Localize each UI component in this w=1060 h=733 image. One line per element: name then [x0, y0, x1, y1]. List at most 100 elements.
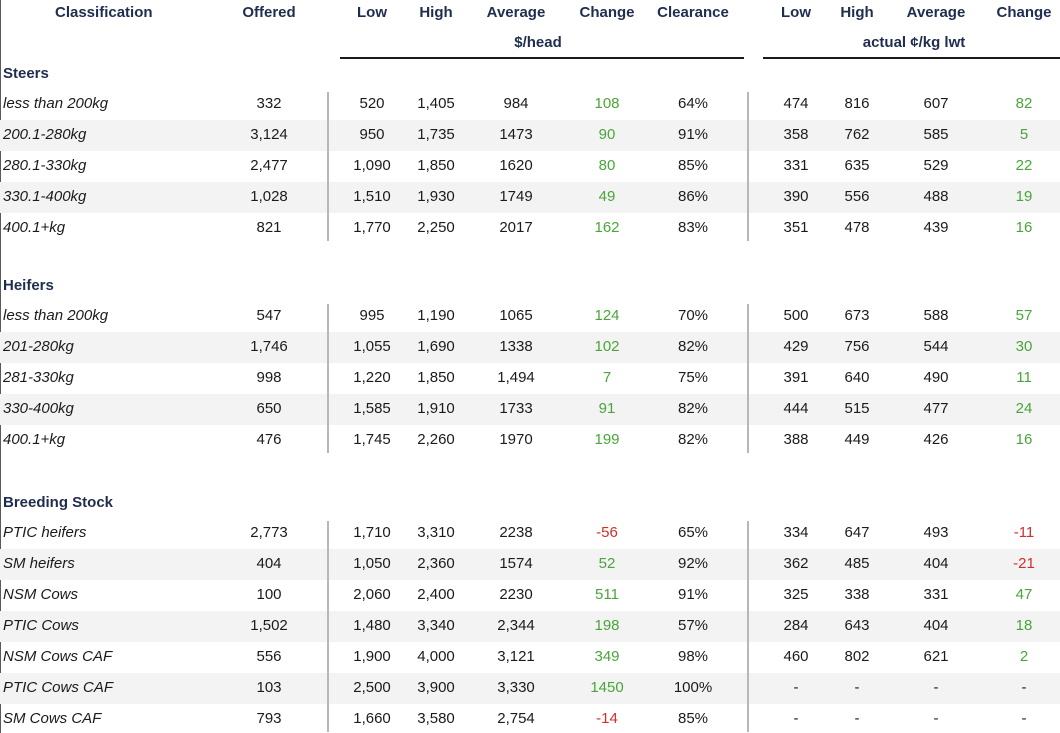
- cell-low-kg: 500: [783, 307, 809, 324]
- cell-average-kg: 493: [923, 524, 949, 541]
- cell-high: 1,910: [417, 400, 455, 417]
- cell-low: 950: [359, 126, 385, 143]
- cell-average: 2230: [499, 586, 533, 603]
- cell-offered: 547: [256, 307, 282, 324]
- cell-change-kg: 57: [1015, 307, 1033, 324]
- cell-high: 1,850: [417, 369, 455, 386]
- row-band: [0, 332, 1060, 363]
- cell-clearance: 92%: [677, 555, 709, 572]
- cell-average-kg: 404: [923, 617, 949, 634]
- cell-clearance: 82%: [677, 431, 709, 448]
- cell-change: 198: [594, 617, 620, 634]
- row-label: 281-330kg: [3, 369, 74, 386]
- cell-high-kg: 640: [844, 369, 870, 386]
- cell-change-kg: 82: [1015, 95, 1033, 112]
- cell-offered: 793: [256, 710, 282, 727]
- cell-clearance: 91%: [677, 126, 709, 143]
- cell-low: 1,510: [353, 188, 391, 205]
- cell-change-kg: -21: [1013, 555, 1035, 572]
- cell-average: 2017: [499, 219, 533, 236]
- cell-high-kg: -: [854, 679, 860, 696]
- row-label: NSM Cows: [3, 586, 79, 603]
- cell-offered: 1,028: [250, 188, 288, 205]
- cell-clearance: 64%: [677, 95, 709, 112]
- cell-change-kg: -11: [1013, 524, 1035, 541]
- cell-high-kg: 802: [844, 648, 870, 665]
- cell-low: 2,060: [353, 586, 391, 603]
- cell-average-kg: 529: [923, 157, 949, 174]
- cell-change-kg: -: [1021, 679, 1027, 696]
- cell-low-kg: 334: [783, 524, 809, 541]
- cell-average-kg: 490: [923, 369, 949, 386]
- cell-low-kg: 429: [783, 338, 809, 355]
- cell-average-kg: 544: [923, 338, 949, 355]
- column-separator: [327, 521, 329, 732]
- cell-average-kg: 621: [923, 648, 949, 665]
- cell-low: 1,710: [353, 524, 391, 541]
- cell-change: 102: [594, 338, 620, 355]
- cell-offered: 404: [256, 555, 282, 572]
- cell-high: 4,000: [417, 648, 455, 665]
- section-title-steers: Steers: [3, 65, 49, 82]
- cell-average: 1338: [499, 338, 533, 355]
- header-classification: Classification: [55, 4, 153, 21]
- cell-change: 162: [594, 219, 620, 236]
- cell-offered: 1,746: [250, 338, 288, 355]
- cell-high-kg: 762: [844, 126, 870, 143]
- unit-per-kg: actual ¢/kg lwt: [862, 34, 966, 51]
- cell-low: 2,500: [353, 679, 391, 696]
- cell-clearance: 91%: [677, 586, 709, 603]
- cell-clearance: 82%: [677, 338, 709, 355]
- header-average-kg: Average: [906, 4, 966, 21]
- cell-change-kg: 19: [1015, 188, 1033, 205]
- cell-average-kg: 439: [923, 219, 949, 236]
- column-separator: [747, 304, 749, 453]
- unit-per-head: $/head: [514, 34, 562, 51]
- cell-low: 995: [359, 307, 385, 324]
- cell-offered: 821: [256, 219, 282, 236]
- cell-clearance: 83%: [677, 219, 709, 236]
- cell-low-kg: 390: [783, 188, 809, 205]
- cell-offered: 1,502: [250, 617, 288, 634]
- cell-average: 1620: [499, 157, 533, 174]
- cell-change: 1450: [590, 679, 624, 696]
- row-label: 200.1-280kg: [3, 126, 87, 143]
- header-low: Low: [357, 4, 387, 21]
- cell-change-kg: -: [1021, 710, 1027, 727]
- row-label: less than 200kg: [3, 307, 109, 324]
- row-label: SM Cows CAF: [3, 710, 102, 727]
- cell-offered: 332: [256, 95, 282, 112]
- cell-change-kg: 16: [1015, 219, 1033, 236]
- cell-low-kg: 325: [783, 586, 809, 603]
- cell-change-kg: 2: [1019, 648, 1029, 665]
- cell-change-kg: 18: [1015, 617, 1033, 634]
- row-band: [0, 120, 1060, 151]
- cell-average-kg: -: [933, 710, 939, 727]
- cell-high-kg: 485: [844, 555, 870, 572]
- cell-change: 49: [598, 188, 616, 205]
- column-separator: [327, 92, 329, 241]
- cell-low: 520: [359, 95, 385, 112]
- cell-high: 1,930: [417, 188, 455, 205]
- cell-clearance: 82%: [677, 400, 709, 417]
- cell-average-kg: 588: [923, 307, 949, 324]
- cell-change: 90: [598, 126, 616, 143]
- cell-change-kg: 16: [1015, 431, 1033, 448]
- cell-low-kg: 391: [783, 369, 809, 386]
- row-label: 400.1+kg: [3, 431, 66, 448]
- cell-change: 91: [598, 400, 616, 417]
- cell-high-kg: 449: [844, 431, 870, 448]
- cell-low-kg: 388: [783, 431, 809, 448]
- row-label: 280.1-330kg: [3, 157, 87, 174]
- cell-average-kg: 404: [923, 555, 949, 572]
- cell-clearance: 86%: [677, 188, 709, 205]
- cell-high: 1,850: [417, 157, 455, 174]
- row-band: [0, 549, 1060, 580]
- header-rule-head: [340, 57, 744, 59]
- cell-low: 1,090: [353, 157, 391, 174]
- cell-low: 1,770: [353, 219, 391, 236]
- cell-high: 3,580: [417, 710, 455, 727]
- cell-low: 1,585: [353, 400, 391, 417]
- cell-average: 1733: [499, 400, 533, 417]
- cell-clearance: 98%: [677, 648, 709, 665]
